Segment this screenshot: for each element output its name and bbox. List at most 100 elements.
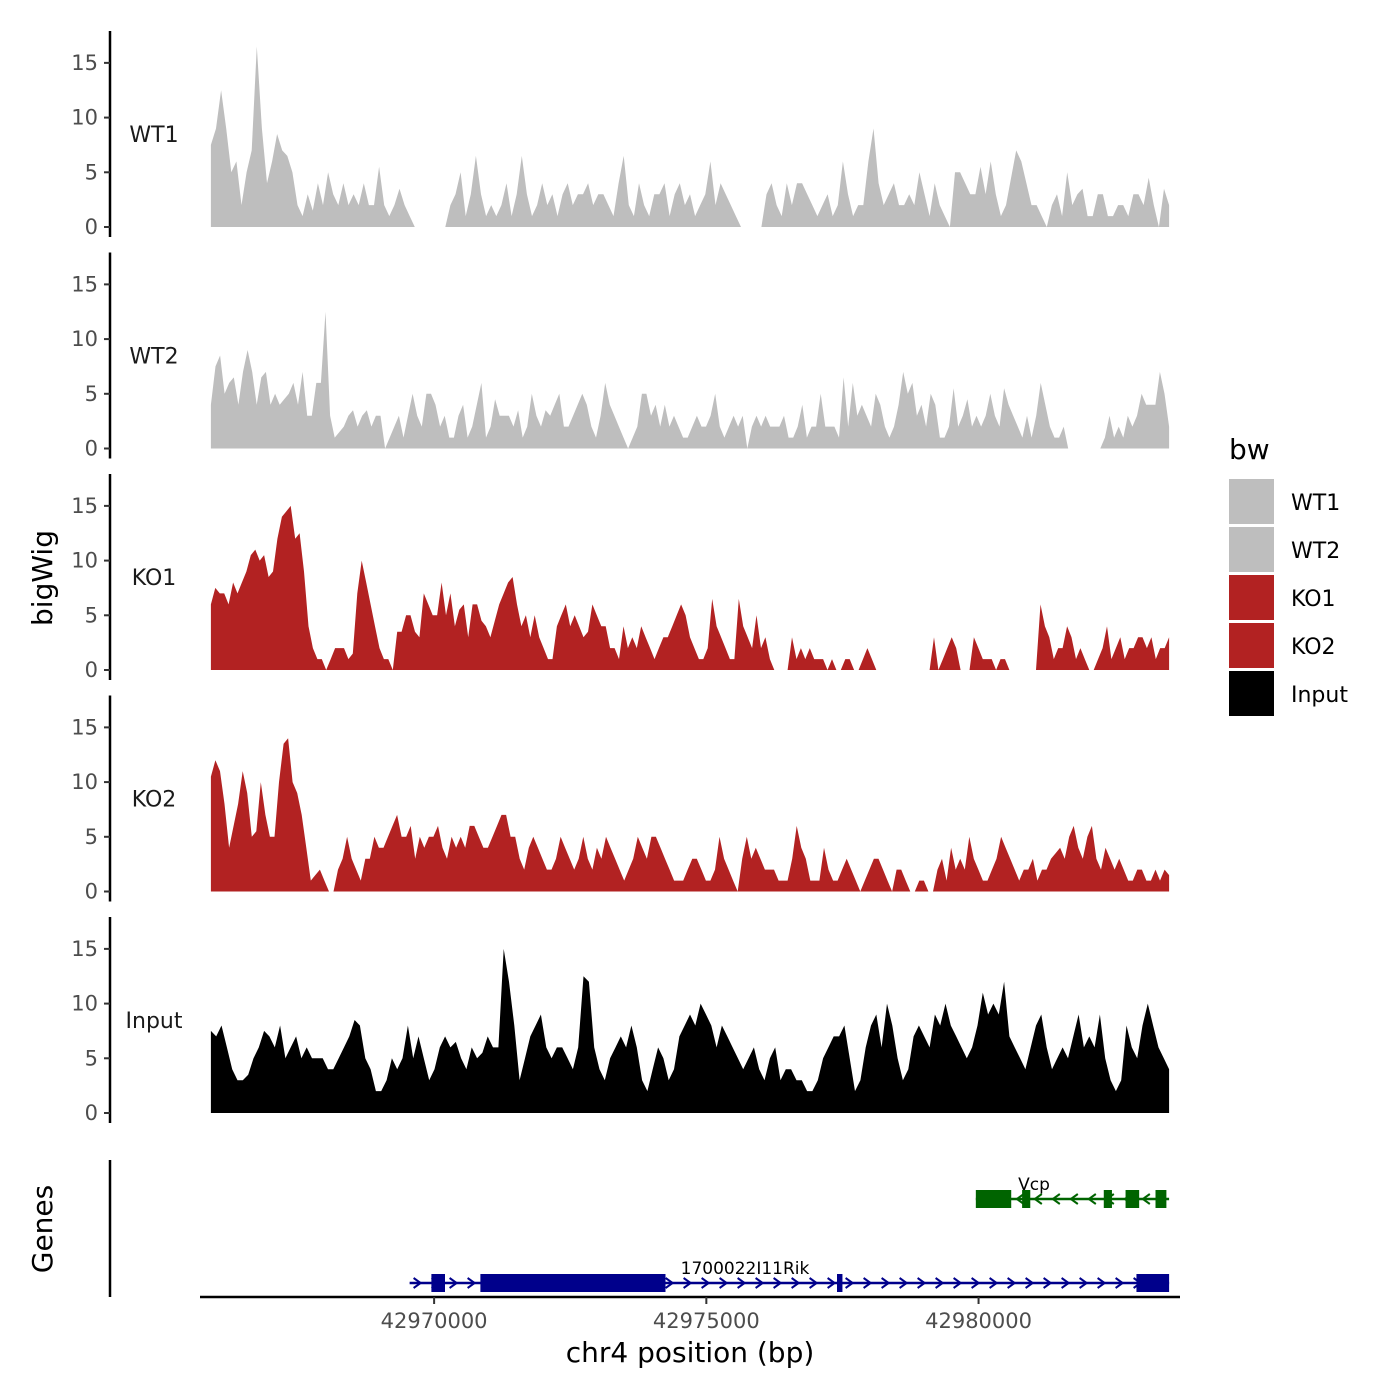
y-tick-label: 0 (85, 215, 98, 239)
y-tick-label: 10 (71, 106, 98, 130)
gene-exon (1155, 1190, 1167, 1208)
strand-arrow (881, 1277, 891, 1289)
y-tick-label: 0 (85, 880, 98, 904)
gene-1700022i11rik: 1700022I11Rik (409, 1259, 1170, 1292)
strand-arrow (917, 1277, 927, 1289)
y-tick-label: 0 (85, 658, 98, 682)
legend-swatch-input (1229, 671, 1274, 716)
track-label: WT2 (129, 345, 178, 370)
gene-exon (837, 1274, 843, 1292)
strand-arrow (683, 1277, 693, 1289)
strand-arrow (1079, 1277, 1089, 1289)
strand-arrow (1043, 1277, 1053, 1289)
x-tick-label: 42975000 (653, 1309, 760, 1333)
strand-arrow (1051, 1193, 1061, 1205)
strand-arrow (737, 1277, 747, 1289)
x-tick-label: 42970000 (381, 1309, 488, 1333)
gene-exon (975, 1190, 1012, 1208)
track-input: 0 5 10 15 Input (71, 917, 1170, 1125)
legend: bw WT1 WT2 KO1 KO2 Input (1229, 433, 1348, 716)
coverage-area-wt2 (210, 311, 1170, 449)
coverage-area-wt1 (210, 46, 1170, 227)
y-tick-label: 5 (85, 160, 98, 184)
gene-exon (1103, 1190, 1112, 1208)
strand-arrow (719, 1277, 729, 1289)
strand-arrow (755, 1277, 765, 1289)
gene-exon (431, 1274, 445, 1292)
legend-label: Input (1291, 683, 1348, 708)
strand-arrow (449, 1277, 459, 1289)
y-tick-label: 15 (71, 272, 98, 296)
strand-arrow (1115, 1277, 1125, 1289)
legend-swatch-ko2 (1229, 623, 1274, 668)
coverage-tracks: 0 5 10 15 WT1 0 5 10 15 WT2 0 5 10 15 KO1 0 5 10 15 KO2 0 5 10… (71, 31, 1170, 1125)
x-axis-title: chr4 position (bp) (566, 1336, 815, 1369)
strand-arrow (1015, 1193, 1025, 1205)
y-tick-label: 5 (85, 382, 98, 406)
strand-arrow (845, 1277, 855, 1289)
strand-arrow (467, 1277, 477, 1289)
y-tick-label: 15 (71, 715, 98, 739)
strand-arrow (773, 1277, 783, 1289)
legend-label: WT2 (1291, 539, 1340, 564)
track-ko2: 0 5 10 15 KO2 (71, 695, 1170, 904)
coverage-area-ko1 (210, 505, 1170, 670)
x-tick-label: 42980000 (925, 1309, 1032, 1333)
y-tick-label: 10 (71, 549, 98, 573)
genes-panel: 1700022I11Rik Vcp (108, 1160, 1170, 1297)
track-label: WT1 (129, 123, 178, 148)
strand-arrow (1141, 1193, 1151, 1205)
strand-arrow (953, 1277, 963, 1289)
legend-swatch-wt2 (1229, 527, 1274, 572)
strand-arrow (413, 1277, 423, 1289)
strand-arrow (665, 1277, 675, 1289)
track-ko1: 0 5 10 15 KO1 (71, 474, 1170, 682)
y-tick-label: 0 (85, 437, 98, 461)
y-axis-title: bigWig (26, 530, 59, 626)
strand-arrow (971, 1277, 981, 1289)
track-wt1: 0 5 10 15 WT1 (71, 31, 1170, 239)
coverage-area-input (210, 948, 1170, 1113)
strand-arrow (1025, 1277, 1035, 1289)
track-wt2: 0 5 10 15 WT2 (71, 252, 1170, 461)
track-label: KO1 (132, 566, 177, 591)
track-label: Input (126, 1009, 183, 1034)
legend-swatch-wt1 (1229, 479, 1274, 524)
legend-title: bw (1229, 433, 1270, 466)
strand-arrow (935, 1277, 945, 1289)
strand-arrow (989, 1277, 999, 1289)
genes-axis-title: Genes (26, 1185, 59, 1273)
strand-arrow (809, 1277, 819, 1289)
gene-name-label: Vcp (1018, 1175, 1050, 1195)
gene-exon (1125, 1190, 1140, 1208)
strand-arrow (899, 1277, 909, 1289)
gene-exon (1022, 1190, 1031, 1208)
strand-arrow (863, 1277, 873, 1289)
strand-arrow (1061, 1277, 1071, 1289)
y-tick-label: 5 (85, 603, 98, 627)
gene-exon (480, 1274, 666, 1292)
track-label: KO2 (132, 788, 177, 813)
y-tick-label: 10 (71, 327, 98, 351)
x-axis: 42970000 42975000 42980000 (200, 1295, 1180, 1333)
legend-swatch-ko1 (1229, 575, 1274, 620)
gene-vcp: Vcp (975, 1175, 1170, 1208)
y-tick-label: 10 (71, 992, 98, 1016)
gene-name-label: 1700022I11Rik (681, 1259, 810, 1279)
strand-arrow (701, 1277, 711, 1289)
legend-label: WT1 (1291, 491, 1340, 516)
gene-exon (1136, 1274, 1170, 1292)
legend-label: KO2 (1291, 635, 1336, 660)
strand-arrow (1097, 1277, 1107, 1289)
y-tick-label: 0 (85, 1101, 98, 1125)
y-tick-label: 5 (85, 825, 98, 849)
y-tick-label: 15 (71, 937, 98, 961)
y-tick-label: 15 (71, 51, 98, 75)
y-tick-label: 15 (71, 494, 98, 518)
strand-arrow (1069, 1193, 1079, 1205)
legend-label: KO1 (1291, 587, 1336, 612)
strand-arrow (827, 1277, 837, 1289)
strand-arrow (791, 1277, 801, 1289)
y-tick-label: 10 (71, 770, 98, 794)
